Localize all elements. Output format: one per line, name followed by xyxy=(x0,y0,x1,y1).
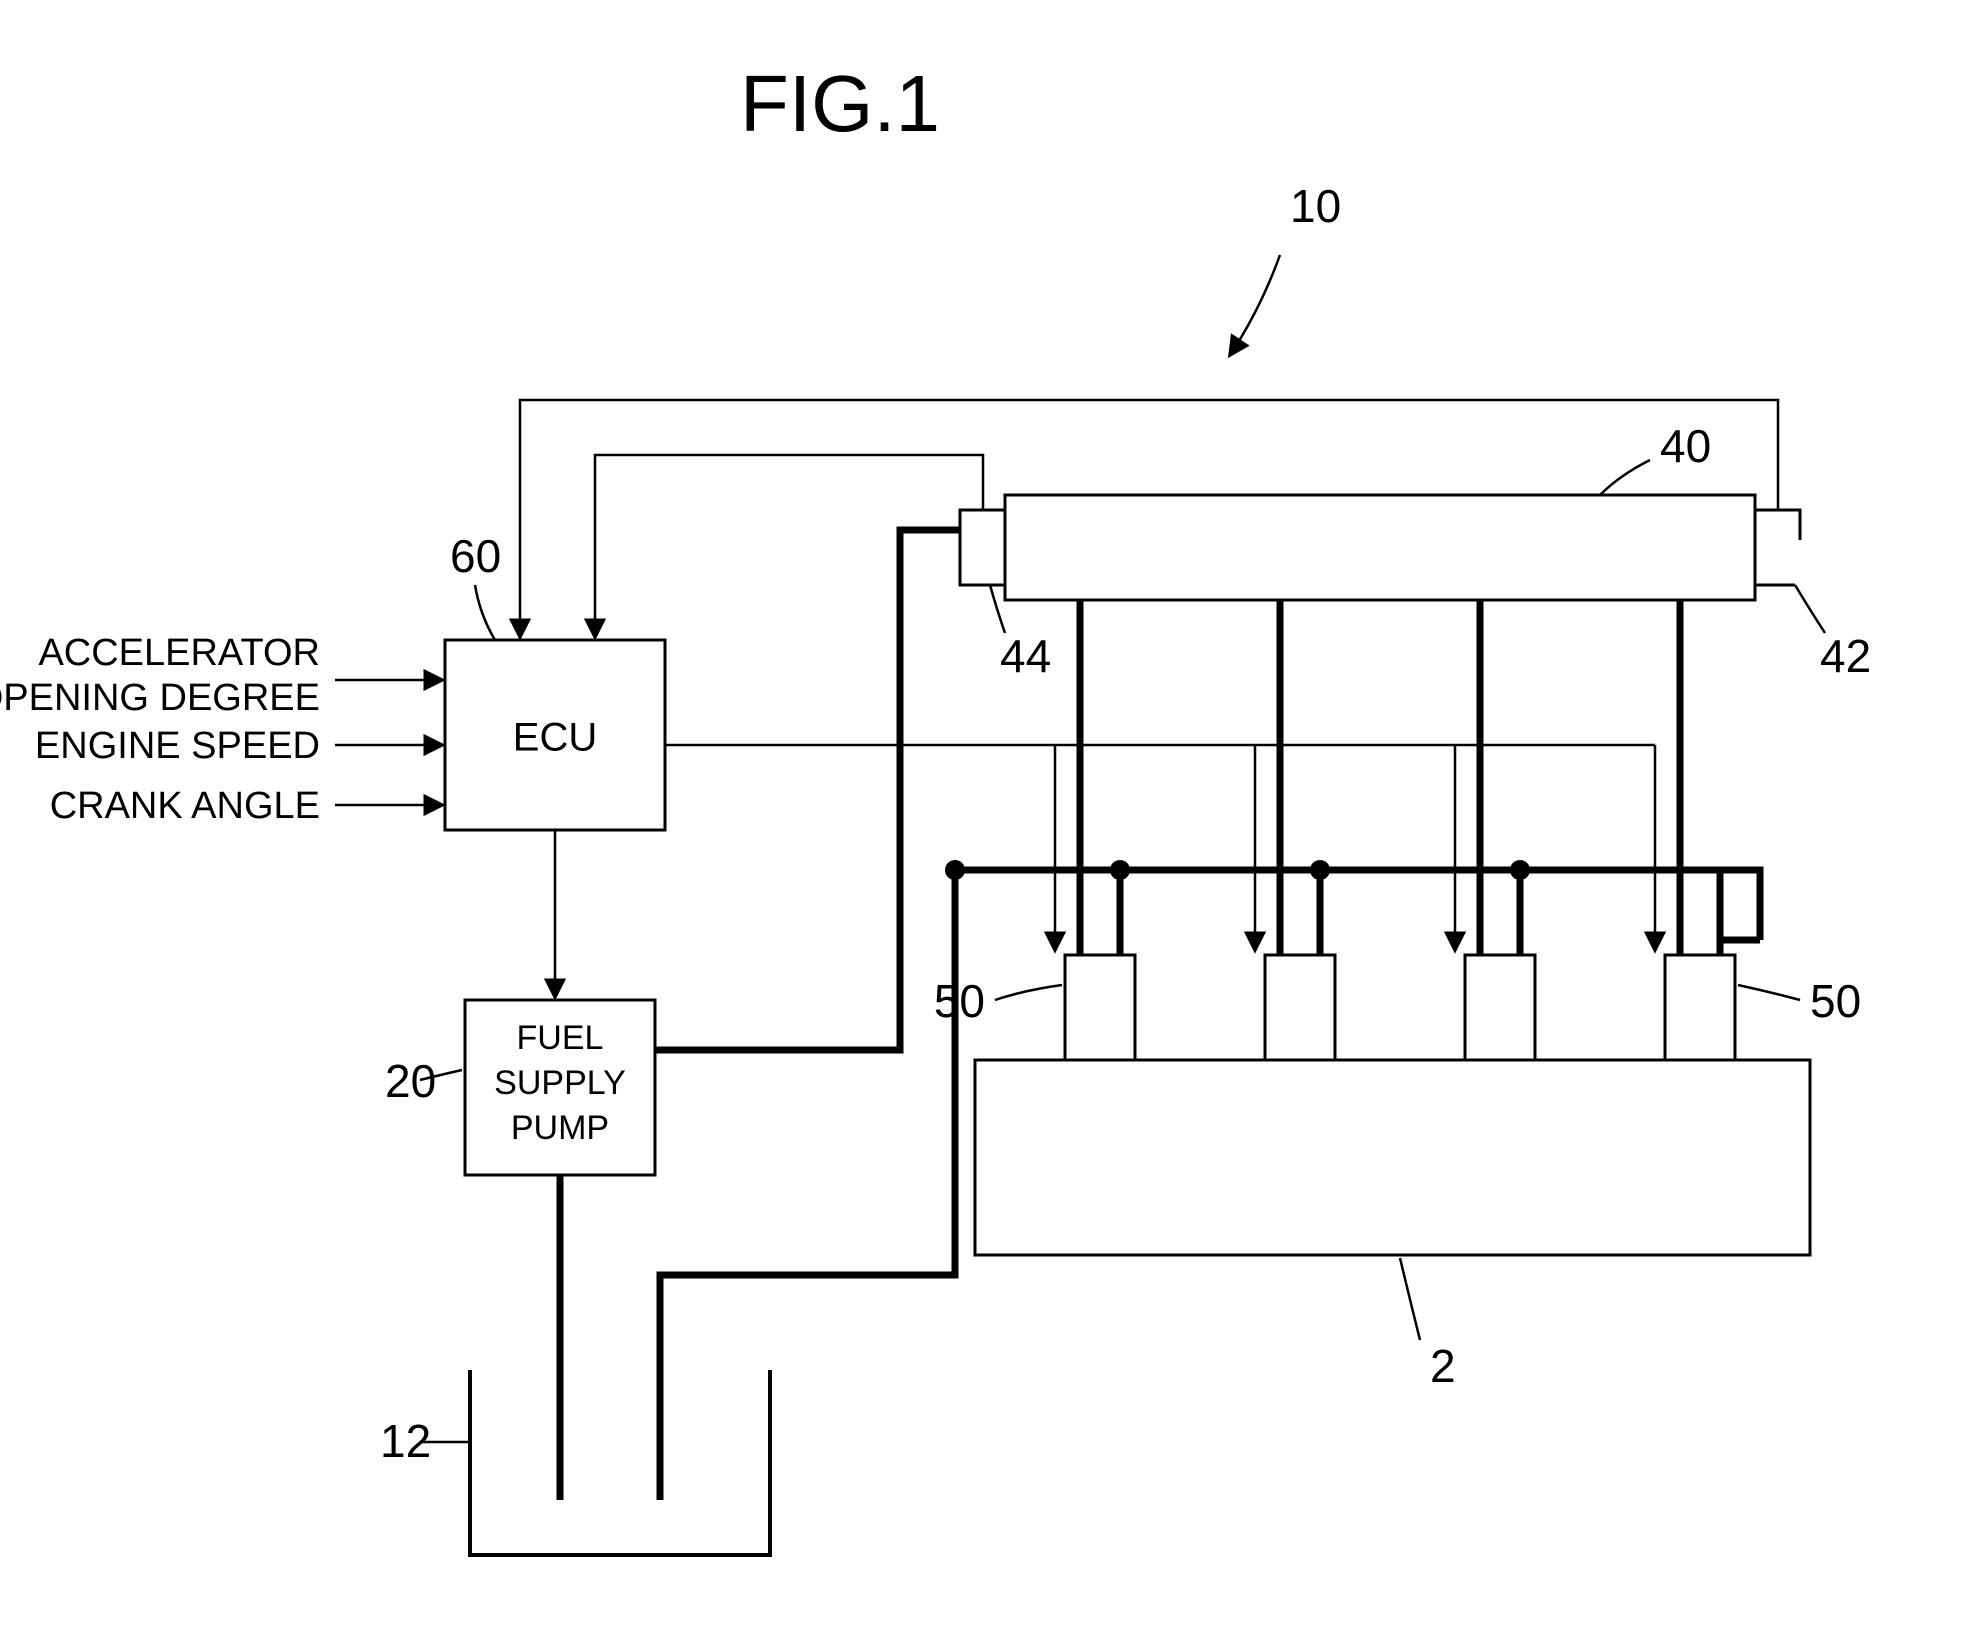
ref-sensor-leader xyxy=(990,585,1005,633)
injector xyxy=(1265,955,1335,1060)
injector xyxy=(1065,955,1135,1060)
rail-pressure-sensor xyxy=(960,510,1005,585)
ref-inj-left: 50 xyxy=(934,975,985,1027)
pump-label-1: FUEL xyxy=(517,1019,604,1057)
return-manifold xyxy=(955,870,1760,940)
injector xyxy=(1665,955,1735,1060)
ref-inj-right-leader xyxy=(1738,985,1800,1000)
engine-block xyxy=(975,1060,1810,1255)
junction-dot xyxy=(1310,860,1330,880)
pump-label-3: PUMP xyxy=(511,1109,609,1147)
sig-sensor-ecu xyxy=(595,455,983,637)
ref-pump: 20 xyxy=(385,1055,436,1107)
ref-inj-right: 50 xyxy=(1810,975,1861,1027)
ref-system: 10 xyxy=(1290,180,1341,232)
injector xyxy=(1465,955,1535,1060)
common-rail xyxy=(1005,495,1755,600)
rail-relief-valve xyxy=(1755,510,1800,585)
ref-relief: 42 xyxy=(1820,630,1871,682)
junction-dot xyxy=(1510,860,1530,880)
fuel-pump-to-rail xyxy=(655,530,960,1050)
ref-ecu-leader xyxy=(475,585,495,640)
label-crank: CRANK ANGLE xyxy=(50,785,320,827)
ref-ecu: 60 xyxy=(450,530,501,582)
fuel-tank xyxy=(470,1370,770,1555)
ref-rail: 40 xyxy=(1660,420,1711,472)
ref-rail-leader xyxy=(1600,460,1650,495)
return-to-tank xyxy=(660,870,955,1500)
junction-dot xyxy=(1110,860,1130,880)
label-speed: ENGINE SPEED xyxy=(35,725,320,767)
label-accel-2: OPENING DEGREE xyxy=(0,677,320,719)
ref-sensor: 44 xyxy=(1000,630,1051,682)
figure-title: FIG.1 xyxy=(740,59,940,148)
ref-system-leader xyxy=(1230,255,1280,355)
pump-label-2: SUPPLY xyxy=(494,1064,626,1102)
ecu-label: ECU xyxy=(513,716,597,760)
ref-inj-left-leader xyxy=(995,985,1062,1000)
ref-engine: 2 xyxy=(1430,1340,1456,1392)
label-accel-1: ACCELERATOR xyxy=(38,632,320,674)
ref-engine-leader xyxy=(1400,1258,1420,1340)
